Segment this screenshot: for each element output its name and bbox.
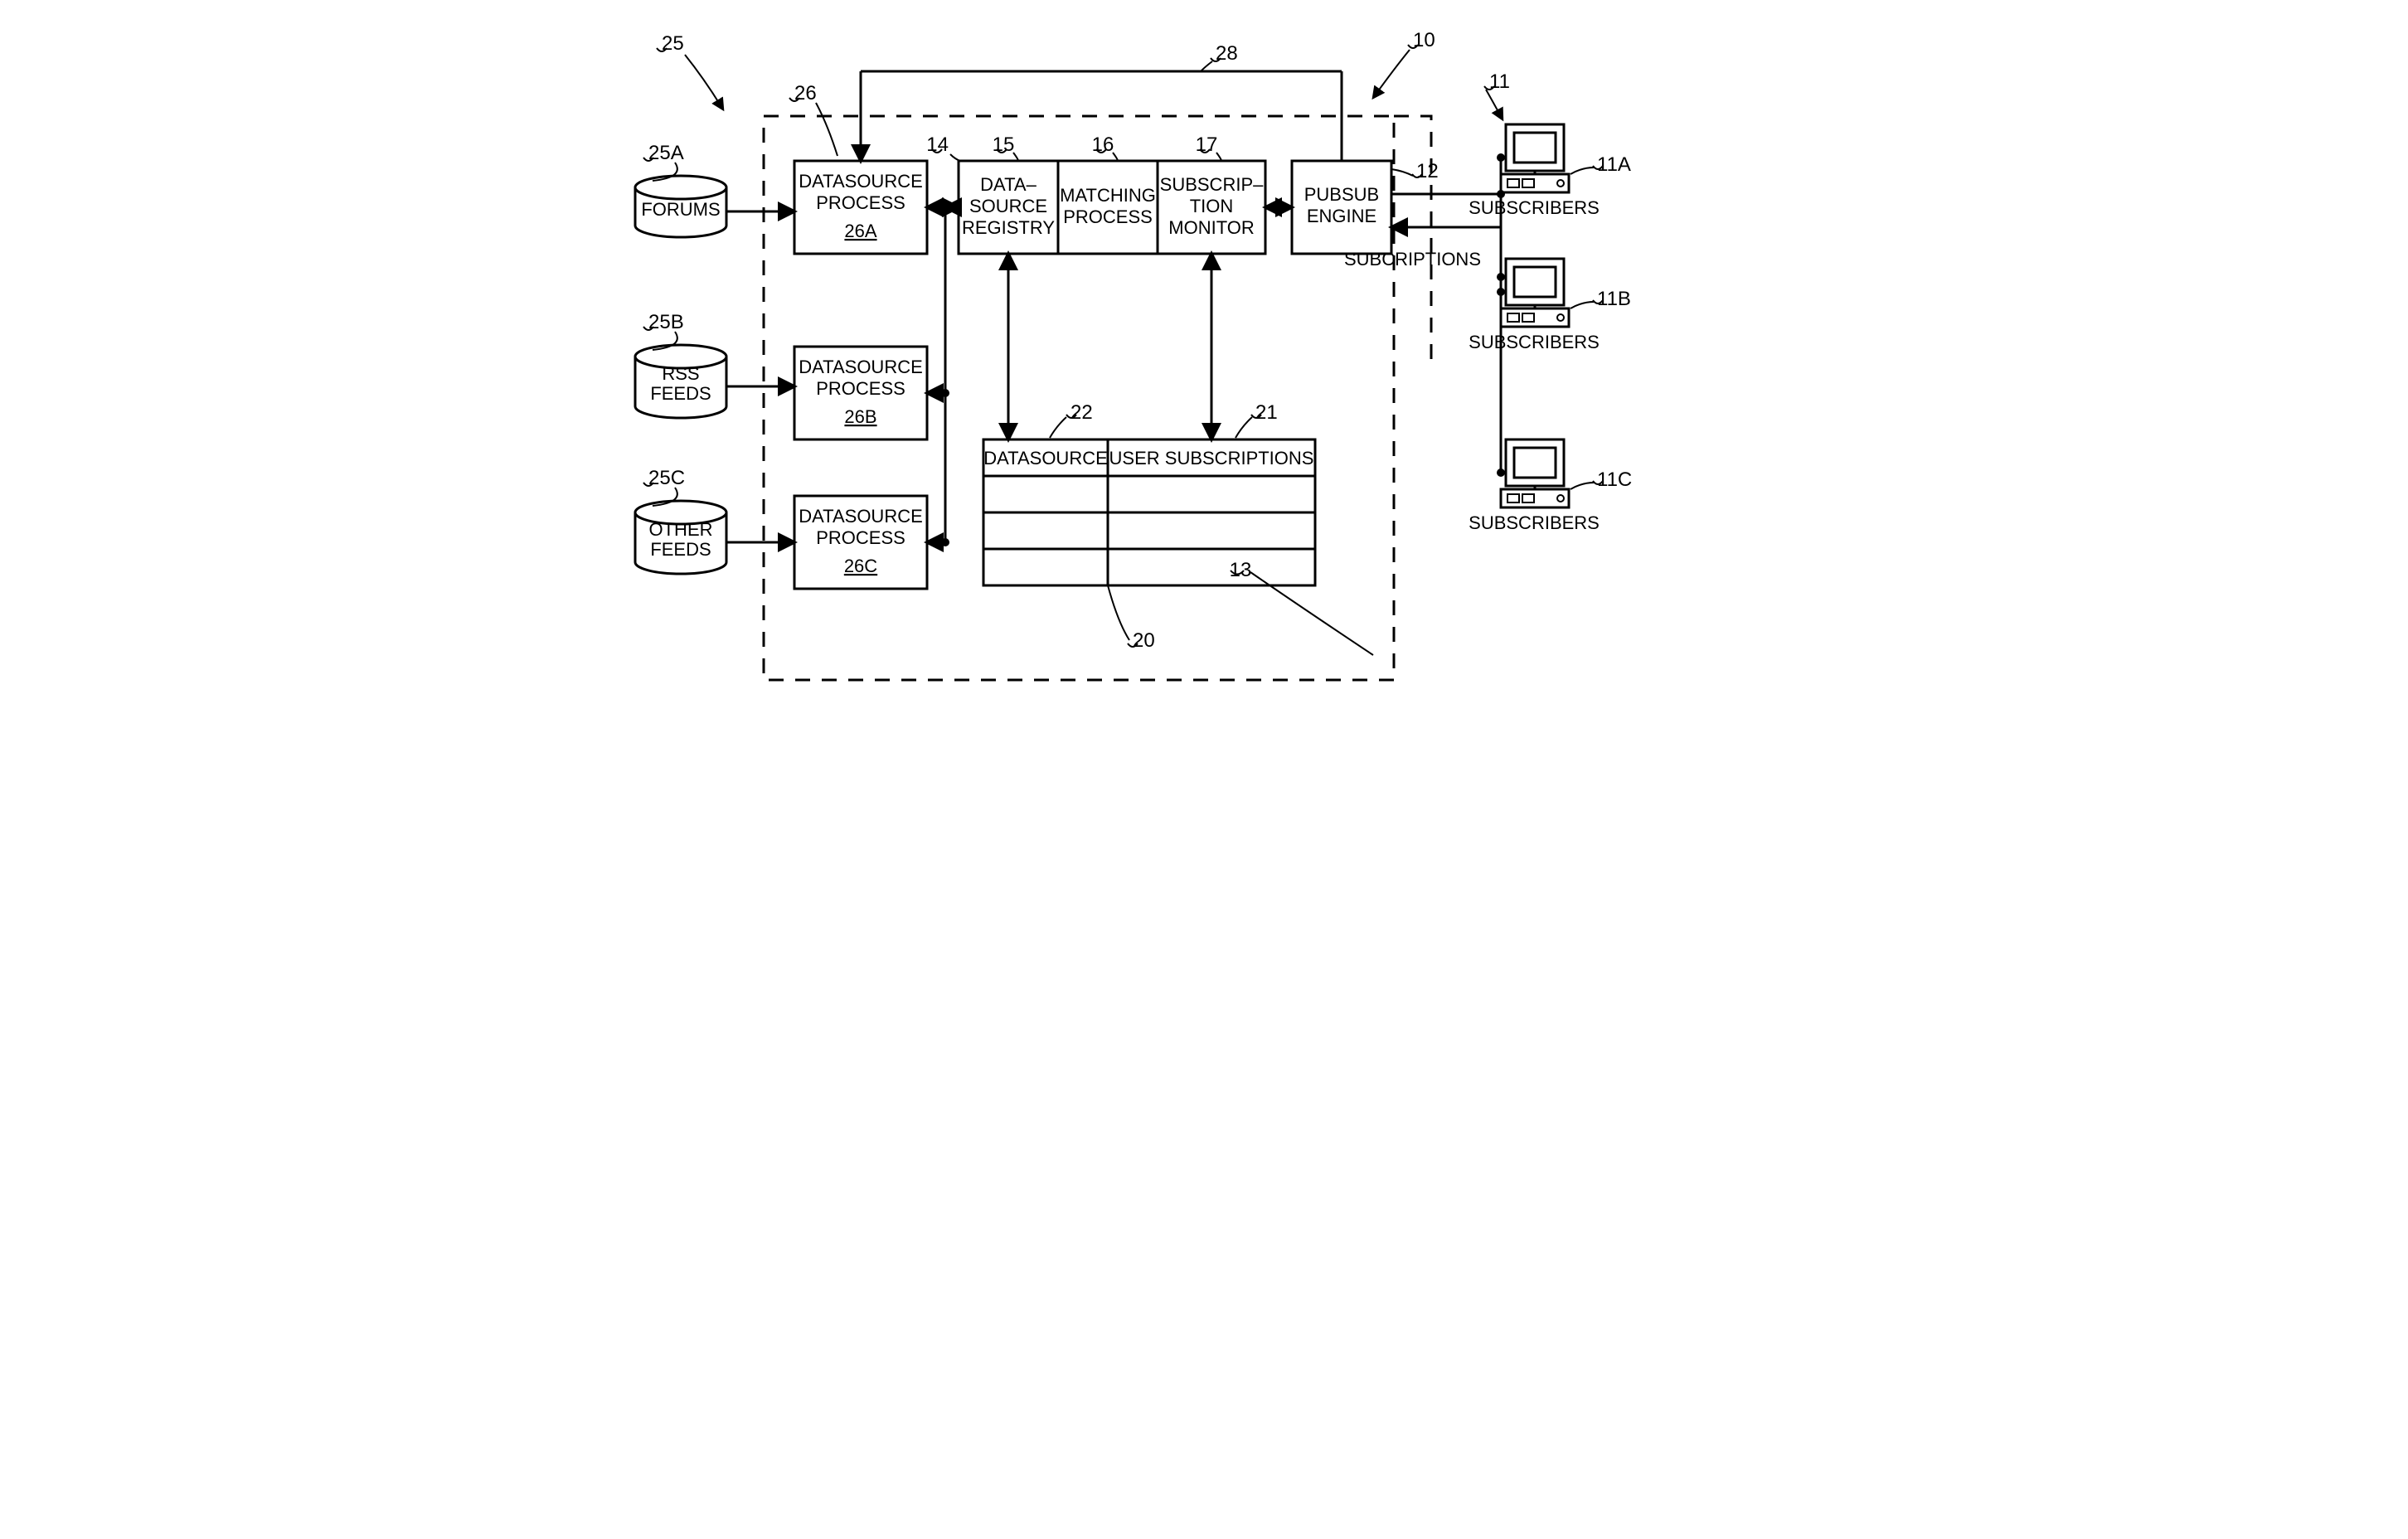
ref-label: 10 <box>1413 29 1435 51</box>
proc-label: PROCESS <box>816 527 905 548</box>
table-row <box>983 549 1315 585</box>
screen <box>1514 267 1556 297</box>
subscriber-label: SUBSCRIBERS <box>1469 197 1600 218</box>
ref-label: 25B <box>648 311 684 333</box>
db-label: FORUMS <box>641 199 720 220</box>
proc-id: 26B <box>844 406 876 427</box>
ref-label: 11B <box>1597 288 1631 310</box>
proc-label: DATASOURCE <box>799 506 923 527</box>
core-cell-label: TION <box>1190 196 1234 216</box>
pubsub-label: ENGINE <box>1307 206 1376 226</box>
leader <box>1373 50 1410 98</box>
ref-label: 11A <box>1597 153 1631 176</box>
core-cell-label: PROCESS <box>1063 206 1153 227</box>
db-label: FEEDS <box>650 539 711 560</box>
core-cell-label: DATA– <box>980 174 1037 195</box>
screen <box>1514 448 1556 478</box>
junction-dot <box>1497 190 1505 198</box>
junction-dot <box>1497 288 1505 296</box>
ref-label: 26 <box>794 82 817 104</box>
table-header: USER SUBSCRIPTIONS <box>1109 448 1314 468</box>
core-cell-label: SOURCE <box>969 196 1047 216</box>
proc-id: 26C <box>844 556 877 576</box>
proc-label: PROCESS <box>816 378 905 399</box>
junction-dot <box>1497 153 1505 162</box>
ref-label: 25A <box>648 142 684 164</box>
ref-label: 25 <box>662 32 684 55</box>
ref-label: 25C <box>648 467 685 489</box>
screen <box>1514 133 1556 163</box>
ref-label: 12 <box>1416 160 1439 182</box>
core-cell-label: MATCHING <box>1060 185 1156 206</box>
junction-dot <box>941 389 949 397</box>
table-header: DATASOURCE <box>983 448 1108 468</box>
container-dash-ext <box>1394 116 1431 369</box>
ref-label: 11 <box>1489 70 1510 93</box>
proc-label: PROCESS <box>816 192 905 213</box>
ref-label: 22 <box>1070 401 1093 424</box>
leader <box>816 103 837 156</box>
leader <box>1486 90 1503 119</box>
junction-dot <box>941 538 949 546</box>
core-cell-label: SUBSCRIP– <box>1160 174 1264 195</box>
ref-label: 13 <box>1230 559 1252 581</box>
ref-label: 20 <box>1133 629 1155 652</box>
db-label: OTHER <box>649 519 713 540</box>
proc-label: DATASOURCE <box>799 171 923 192</box>
table-row <box>983 512 1315 549</box>
subscriber-label: SUBSCRIBERS <box>1469 332 1600 352</box>
db-label: FEEDS <box>650 383 711 404</box>
db-label: RSS <box>662 363 699 384</box>
proc-id: 26A <box>844 221 876 241</box>
core-cell-label: MONITOR <box>1168 217 1254 238</box>
subscriptions-label: SUBCRIPTIONS <box>1344 249 1481 269</box>
db-cyl <box>635 176 726 199</box>
core-cell-label: REGISTRY <box>962 217 1055 238</box>
leader <box>685 55 723 109</box>
subscriber-label: SUBSCRIBERS <box>1469 512 1600 533</box>
junction-dot <box>1497 273 1505 281</box>
ref-label: 21 <box>1255 401 1278 424</box>
ref-label: 28 <box>1216 42 1238 65</box>
pubsub-label: PUBSUB <box>1304 184 1379 205</box>
ref-label: 11C <box>1597 468 1632 491</box>
proc-label: DATASOURCE <box>799 357 923 377</box>
table-row <box>983 476 1315 512</box>
junction-dot <box>1497 468 1505 477</box>
